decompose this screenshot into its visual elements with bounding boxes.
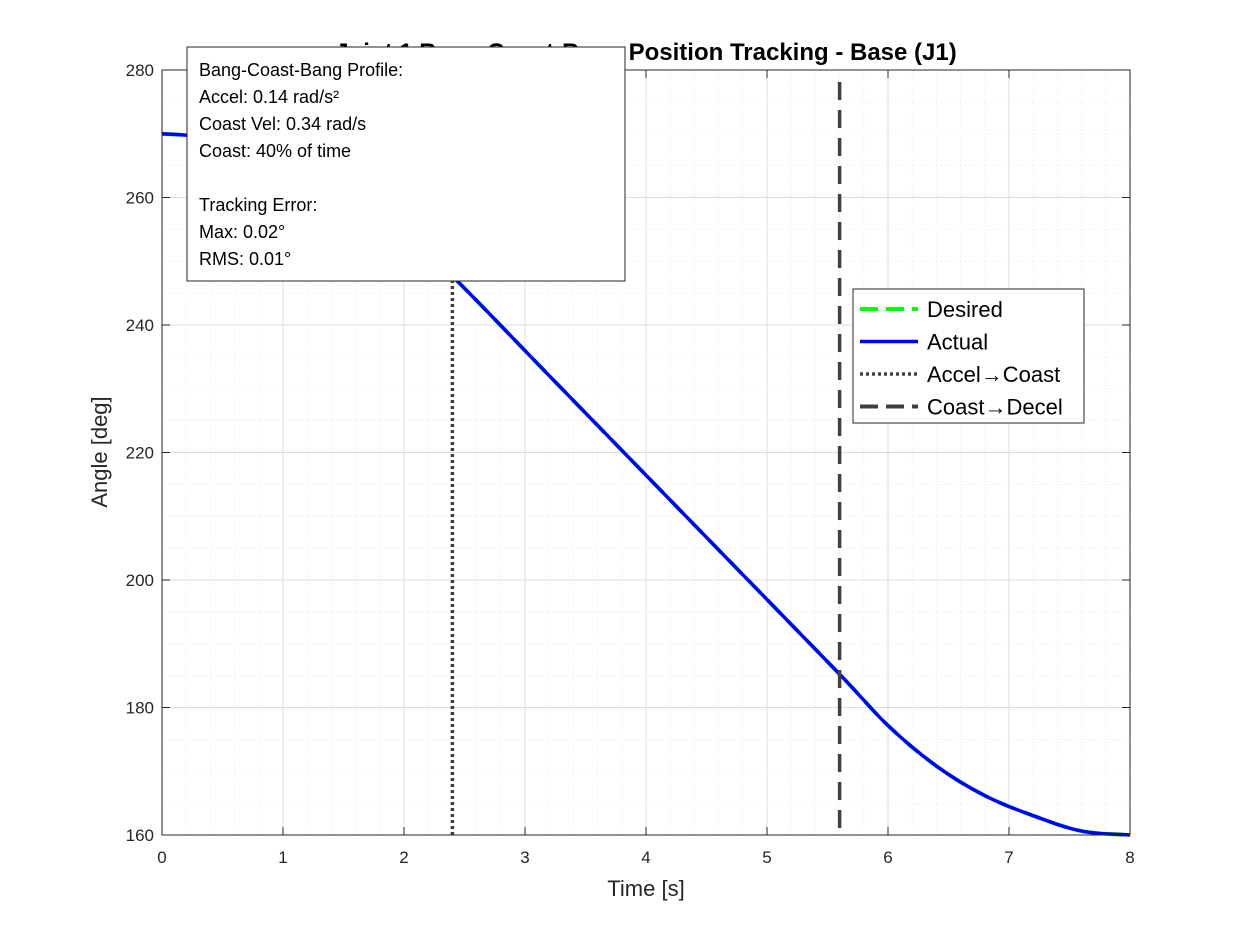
legend: Desired Actual Accel→Coast Coast→Decel: [852, 288, 1085, 424]
annotation-line: Coast Vel: 0.34 rad/s: [199, 114, 366, 134]
y-tick-label: 260: [126, 189, 154, 208]
x-tick-label: 4: [641, 848, 650, 867]
annotation-line: Coast: 40% of time: [199, 141, 351, 161]
y-tick-label: 160: [126, 826, 154, 845]
y-axis-label: Angle [deg]: [87, 396, 112, 507]
y-tick-label: 240: [126, 316, 154, 335]
x-axis-label: Time [s]: [607, 876, 684, 901]
annotation-line: RMS: 0.01°: [199, 249, 291, 269]
y-tick-label: 200: [126, 571, 154, 590]
x-tick-label: 7: [1004, 848, 1013, 867]
annotation-line: Max: 0.02°: [199, 222, 285, 242]
annotation-line: Bang-Coast-Bang Profile:: [199, 60, 403, 80]
tick-layer: 0 1 2 3 4 5 6 7 8 160 180 200 220 240 260 280: [126, 61, 1135, 867]
x-tick-label: 3: [520, 848, 529, 867]
annotation-line: Accel: 0.14 rad/s²: [199, 87, 339, 107]
y-tick-label: 180: [126, 699, 154, 718]
annotation-line: Tracking Error:: [199, 195, 317, 215]
marker-layer: [450, 82, 842, 835]
x-tick-label: 6: [883, 848, 892, 867]
x-tick-label: 8: [1125, 848, 1134, 867]
annotation-lines: Bang-Coast-Bang Profile: Accel: 0.14 rad/…: [199, 60, 403, 269]
legend-label: Actual: [927, 330, 988, 355]
y-tick-label: 220: [126, 444, 154, 463]
legend-label: Desired: [927, 297, 1003, 322]
x-tick-label: 2: [399, 848, 408, 867]
legend-items: Desired Actual Accel→Coast Coast→Decel: [860, 297, 1063, 420]
x-tick-label: 0: [157, 848, 166, 867]
legend-label: Accel→Coast: [927, 362, 1060, 387]
legend-label: Coast→Decel: [927, 395, 1063, 420]
annotation-box: Bang-Coast-Bang Profile: Accel: 0.14 rad/…: [186, 46, 626, 282]
x-tick-label: 5: [762, 848, 771, 867]
x-tick-label: 1: [278, 848, 287, 867]
y-tick-label: 280: [126, 61, 154, 80]
